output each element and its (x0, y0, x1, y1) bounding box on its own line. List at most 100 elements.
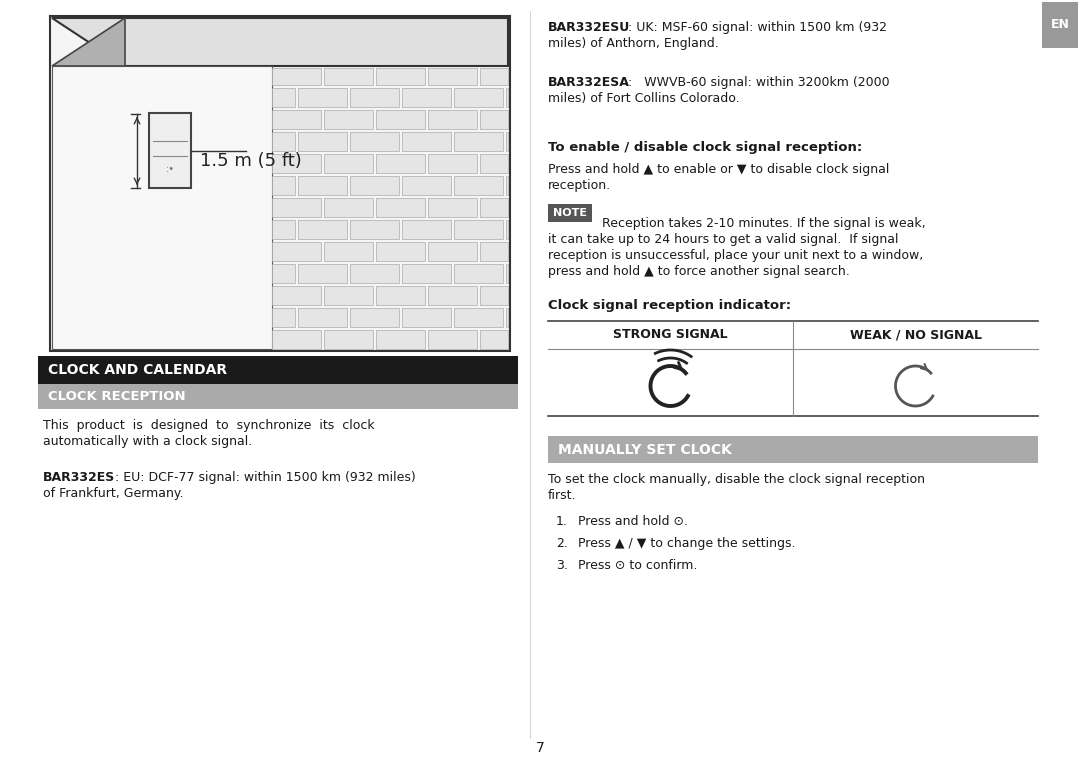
Text: automatically with a clock signal.: automatically with a clock signal. (43, 435, 253, 448)
Bar (272, 220, 295, 239)
Bar (324, 330, 373, 349)
Bar (324, 68, 373, 85)
Bar (324, 154, 373, 173)
Bar (428, 330, 477, 349)
Bar (376, 330, 426, 349)
Bar (324, 198, 373, 217)
Bar (38, 356, 518, 384)
Text: it can take up to 24 hours to get a valid signal.  If signal: it can take up to 24 hours to get a vali… (548, 233, 899, 246)
Bar (548, 204, 592, 222)
Text: BAR332ESA: BAR332ESA (548, 76, 630, 89)
Text: 2.: 2. (556, 537, 568, 550)
Text: CLOCK RECEPTION: CLOCK RECEPTION (48, 390, 186, 403)
Bar (298, 264, 347, 283)
Bar (507, 132, 508, 151)
Text: EN: EN (1051, 18, 1069, 31)
Bar (454, 176, 503, 195)
Text: miles) of Anthorn, England.: miles) of Anthorn, England. (548, 37, 719, 50)
Text: BAR332ES: BAR332ES (43, 471, 116, 484)
Text: of Frankfurt, Germany.: of Frankfurt, Germany. (43, 487, 184, 500)
Bar (402, 176, 451, 195)
Text: reception.: reception. (548, 179, 611, 192)
Bar (298, 88, 347, 107)
Bar (548, 436, 1038, 463)
Bar (350, 176, 399, 195)
Text: Reception takes 2-10 minutes. If the signal is weak,: Reception takes 2-10 minutes. If the sig… (598, 217, 926, 230)
Bar (507, 88, 508, 107)
Bar (428, 68, 477, 85)
Text: Press ▲ / ▼ to change the settings.: Press ▲ / ▼ to change the settings. (578, 537, 796, 550)
Bar (454, 264, 503, 283)
Bar (272, 110, 321, 129)
Bar (298, 220, 347, 239)
Bar (454, 132, 503, 151)
Text: 3.: 3. (556, 559, 568, 572)
Polygon shape (52, 18, 125, 66)
Bar (454, 220, 503, 239)
Bar (376, 110, 426, 129)
Bar (376, 154, 426, 173)
Bar (350, 88, 399, 107)
Text: MANUALLY SET CLOCK: MANUALLY SET CLOCK (558, 443, 732, 457)
Bar (272, 286, 321, 305)
Text: Press ⊙ to confirm.: Press ⊙ to confirm. (578, 559, 698, 572)
Bar (376, 198, 426, 217)
Text: press and hold ▲ to force another signal search.: press and hold ▲ to force another signal… (548, 265, 850, 278)
Bar (272, 198, 321, 217)
Polygon shape (52, 18, 508, 66)
Bar (402, 220, 451, 239)
Text: 1.: 1. (556, 515, 568, 528)
Bar (1042, 2, 1078, 48)
Bar (298, 176, 347, 195)
Bar (272, 132, 295, 151)
Text: Press and hold ▲ to enable or ▼ to disable clock signal: Press and hold ▲ to enable or ▼ to disab… (548, 163, 889, 176)
Bar (38, 384, 518, 409)
Bar (480, 154, 508, 173)
Bar (50, 16, 510, 351)
Bar (324, 110, 373, 129)
Bar (350, 220, 399, 239)
Text: NOTE: NOTE (553, 208, 588, 218)
Bar (149, 113, 191, 188)
Bar (480, 198, 508, 217)
Text: This  product  is  designed  to  synchronize  its  clock: This product is designed to synchronize … (43, 419, 375, 432)
Bar (428, 198, 477, 217)
Bar (507, 176, 508, 195)
Bar (324, 242, 373, 261)
Bar (507, 220, 508, 239)
Bar (428, 110, 477, 129)
Bar (454, 308, 503, 327)
Text: miles) of Fort Collins Colorado.: miles) of Fort Collins Colorado. (548, 92, 740, 105)
Bar (272, 88, 295, 107)
Bar (52, 66, 272, 349)
Bar (298, 308, 347, 327)
Bar (298, 132, 347, 151)
Bar (428, 286, 477, 305)
Bar (402, 308, 451, 327)
Text: :•: :• (165, 164, 175, 174)
Bar (402, 264, 451, 283)
Text: : EU: DCF-77 signal: within 1500 km (932 miles): : EU: DCF-77 signal: within 1500 km (932… (114, 471, 416, 484)
Text: WEAK / NO SIGNAL: WEAK / NO SIGNAL (850, 329, 982, 342)
Bar (272, 308, 295, 327)
Bar (376, 286, 426, 305)
Bar (402, 88, 451, 107)
Text: 7: 7 (536, 741, 544, 755)
Bar (272, 264, 295, 283)
Bar (507, 308, 508, 327)
Text: Press and hold ⊙.: Press and hold ⊙. (578, 515, 688, 528)
Bar (272, 330, 321, 349)
Bar (272, 68, 321, 85)
Text: To enable / disable clock signal reception:: To enable / disable clock signal recepti… (548, 141, 862, 154)
Bar (376, 68, 426, 85)
Text: :   WWVB-60 signal: within 3200km (2000: : WWVB-60 signal: within 3200km (2000 (627, 76, 890, 89)
Bar (507, 264, 508, 283)
Bar (480, 330, 508, 349)
Bar (402, 132, 451, 151)
Bar (454, 88, 503, 107)
Text: STRONG SIGNAL: STRONG SIGNAL (613, 329, 728, 342)
Bar (428, 242, 477, 261)
Bar (272, 176, 295, 195)
Text: : UK: MSF-60 signal: within 1500 km (932: : UK: MSF-60 signal: within 1500 km (932 (627, 21, 887, 34)
Text: CLOCK AND CALENDAR: CLOCK AND CALENDAR (48, 363, 227, 377)
